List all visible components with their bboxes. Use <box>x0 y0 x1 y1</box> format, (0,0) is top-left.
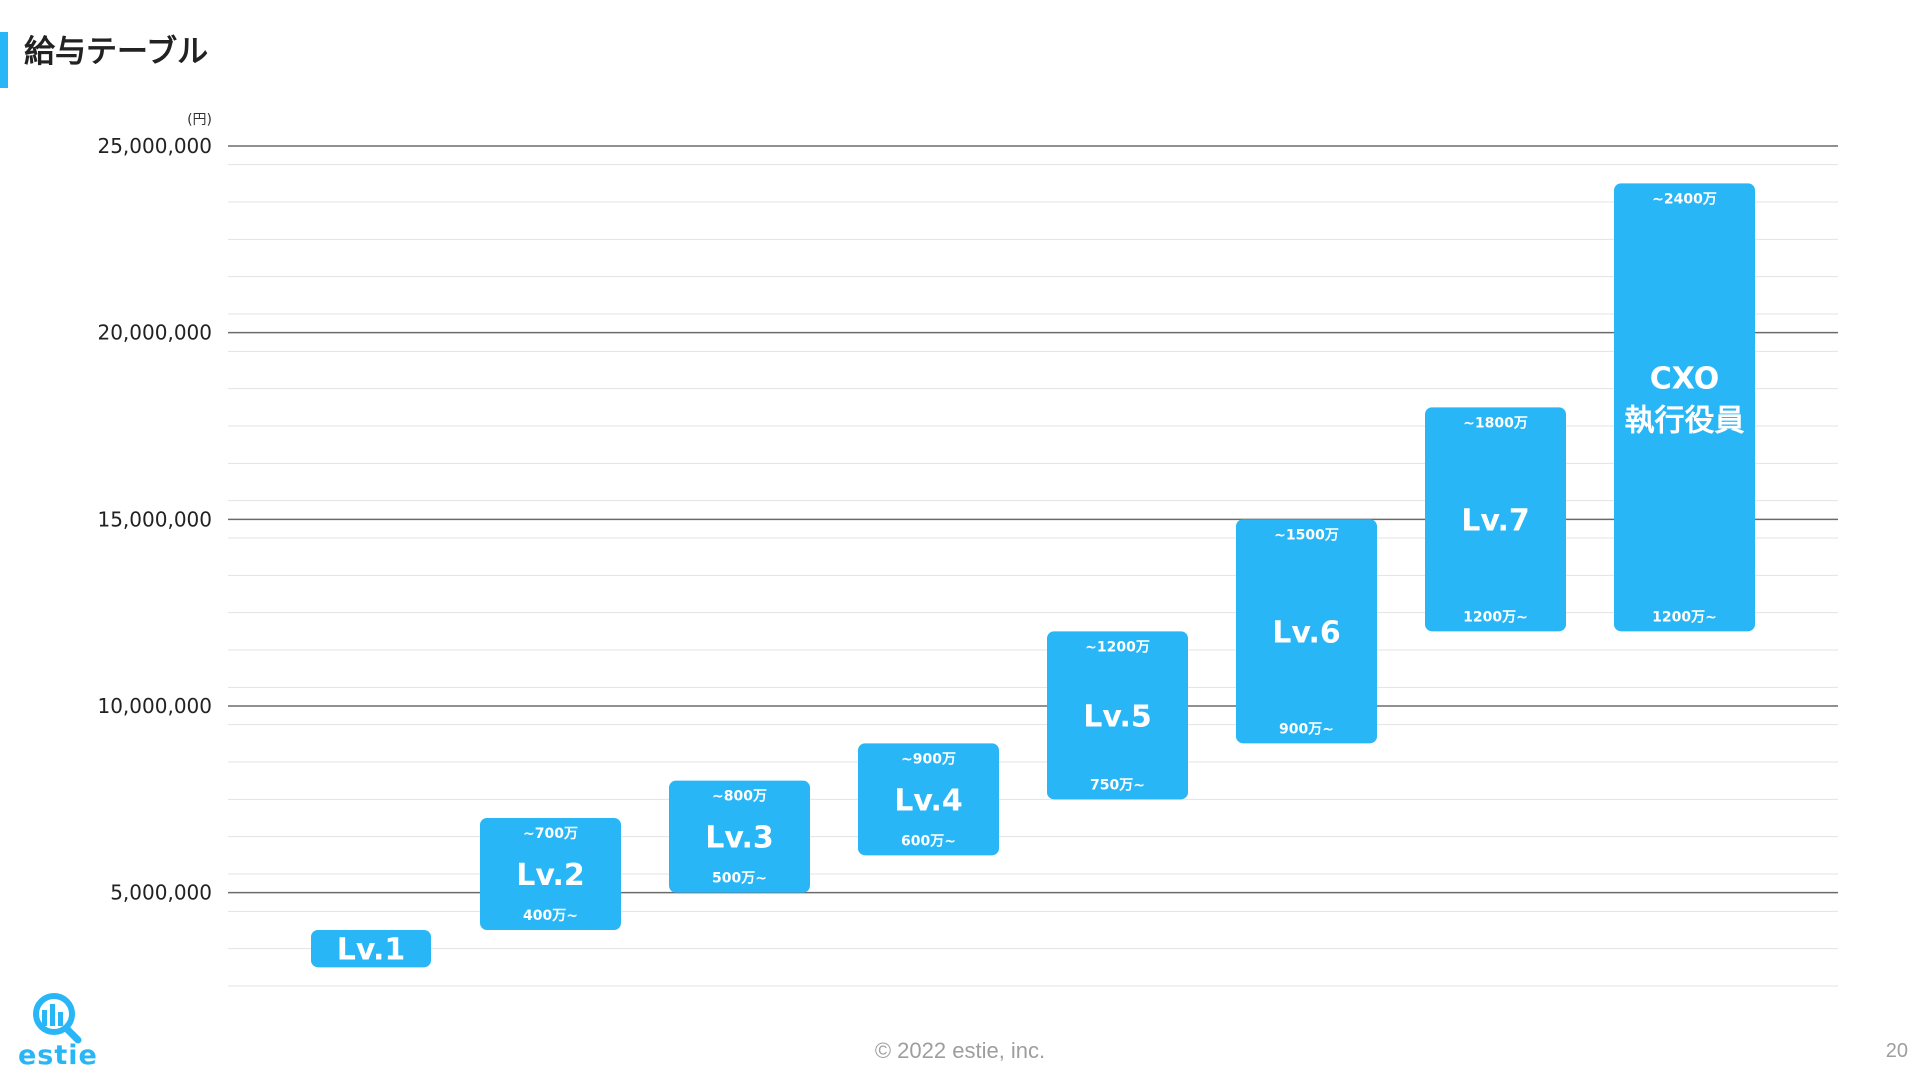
salary-bar <box>311 930 431 968</box>
bar-high-label: ~900万 <box>901 751 956 767</box>
bar-low-label: 1200万~ <box>1652 609 1717 625</box>
bar-level-label: 執行役員 <box>1625 404 1745 439</box>
salary-bar <box>858 743 999 856</box>
salary-bar <box>1425 407 1566 632</box>
brand-logo-text: estie <box>18 1040 98 1071</box>
bar-level-label: Lv.6 <box>1272 615 1341 650</box>
page-number: 20 <box>1885 1040 1908 1062</box>
copyright-footer: © 2022 estie, inc. <box>874 1038 1046 1063</box>
bar-level-label: Lv.5 <box>1083 699 1152 734</box>
bar-level-label: Lv.4 <box>894 783 963 818</box>
y-tick-label: 5,000,000 <box>110 881 212 905</box>
bar-low-label: 500万~ <box>712 871 767 887</box>
bar-level-label: Lv.7 <box>1461 503 1530 538</box>
y-tick-label: 10,000,000 <box>97 694 212 718</box>
y-tick-label: 20,000,000 <box>97 321 212 345</box>
salary-bar <box>1047 631 1188 800</box>
bar-high-label: ~700万 <box>523 826 578 842</box>
bar-level-label: Lv.2 <box>516 858 585 893</box>
title-accent-bar <box>0 32 8 88</box>
y-tick-label: 25,000,000 <box>97 134 212 158</box>
bar-high-label: ~800万 <box>712 789 767 805</box>
salary-bar <box>480 818 621 930</box>
bar-high-label: ~1800万 <box>1463 415 1528 431</box>
bar-level-label: Lv.1 <box>337 933 406 968</box>
estie-logo-icon <box>33 993 82 1044</box>
bar-high-label: ~2400万 <box>1652 191 1717 207</box>
bar-low-label: 750万~ <box>1090 777 1145 793</box>
salary-bar <box>1236 519 1377 744</box>
bar-low-label: 1200万~ <box>1463 609 1528 625</box>
bar-low-label: 600万~ <box>901 833 956 849</box>
bar-level-label: CXO <box>1650 362 1720 397</box>
bar-low-label: 400万~ <box>523 908 578 924</box>
salary-bar <box>669 780 810 893</box>
page-title: 給与テーブル <box>24 34 209 70</box>
y-tick-label: 15,000,000 <box>97 507 212 531</box>
bar-low-label: 900万~ <box>1279 721 1334 737</box>
salary-bar <box>1614 183 1755 632</box>
y-axis-unit-label: (円) <box>187 112 212 128</box>
bar-high-label: ~1500万 <box>1274 527 1339 543</box>
bar-high-label: ~1200万 <box>1085 639 1150 655</box>
bar-level-label: Lv.3 <box>705 821 774 856</box>
